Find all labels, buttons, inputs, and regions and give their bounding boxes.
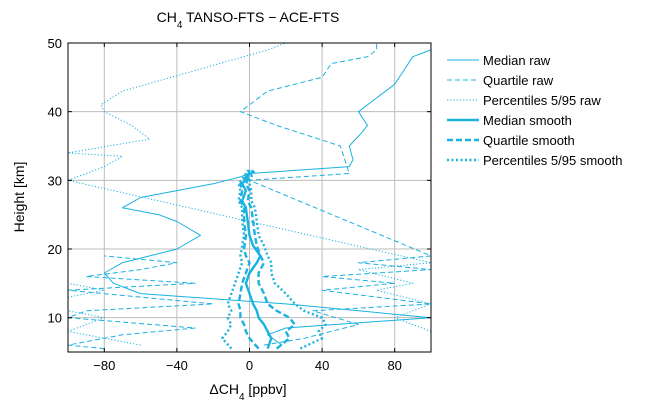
- series-line: [237, 169, 260, 350]
- y-axis-label: Height [km]: [11, 162, 27, 233]
- legend: Median raw Quartile raw Percentiles 5/95 r…: [447, 53, 622, 168]
- series-line: [67, 42, 432, 332]
- legend-label: Median smooth: [483, 113, 572, 128]
- series-line: [241, 169, 273, 350]
- series-median-raw: [103, 49, 432, 346]
- series-line: [103, 49, 432, 346]
- y-tick-label: 40: [48, 105, 62, 120]
- series-line: [67, 255, 214, 350]
- legend-label: Percentiles 5/95 smooth: [483, 153, 622, 168]
- legend-label: Percentiles 5/95 raw: [483, 93, 601, 108]
- y-tick-label: 10: [48, 311, 62, 326]
- y-axis: 10 20 30 40 50: [48, 36, 431, 326]
- y-tick-label: 50: [48, 36, 62, 51]
- x-axis-label-subscript: 4: [239, 392, 245, 403]
- chart-title-main: CH: [157, 9, 177, 25]
- series-percentiles-5-95-smooth: [221, 169, 327, 350]
- chart-title: CH4 TANSO-FTS − ACE-FTS: [157, 9, 340, 31]
- x-axis-label-rest: [ppbv]: [245, 381, 287, 397]
- chart-title-subscript: 4: [177, 20, 183, 31]
- series-line: [239, 43, 432, 346]
- x-axis: −80 −40 0 40 80: [93, 43, 402, 373]
- x-tick-label: 0: [246, 358, 253, 373]
- series-quartile-smooth: [237, 169, 297, 350]
- series-line: [248, 169, 327, 350]
- chart-title-rest: TANSO-FTS − ACE-FTS: [182, 9, 339, 25]
- legend-label: Median raw: [483, 53, 551, 68]
- y-tick-label: 20: [48, 242, 62, 257]
- series-line: [244, 169, 297, 350]
- series-quartile-raw: [67, 43, 432, 350]
- x-tick-label: −40: [166, 358, 188, 373]
- series-line: [221, 169, 249, 350]
- legend-label: Quartile smooth: [483, 133, 575, 148]
- x-tick-label: 40: [315, 358, 329, 373]
- x-axis-label: ΔCH4 [ppbv]: [209, 381, 286, 403]
- legend-label: Quartile raw: [483, 73, 554, 88]
- x-tick-label: 80: [387, 358, 401, 373]
- y-tick-label: 30: [48, 173, 62, 188]
- series-median-smooth: [241, 169, 273, 350]
- x-axis-label-main: ΔCH: [209, 381, 239, 397]
- x-tick-label: −80: [93, 358, 115, 373]
